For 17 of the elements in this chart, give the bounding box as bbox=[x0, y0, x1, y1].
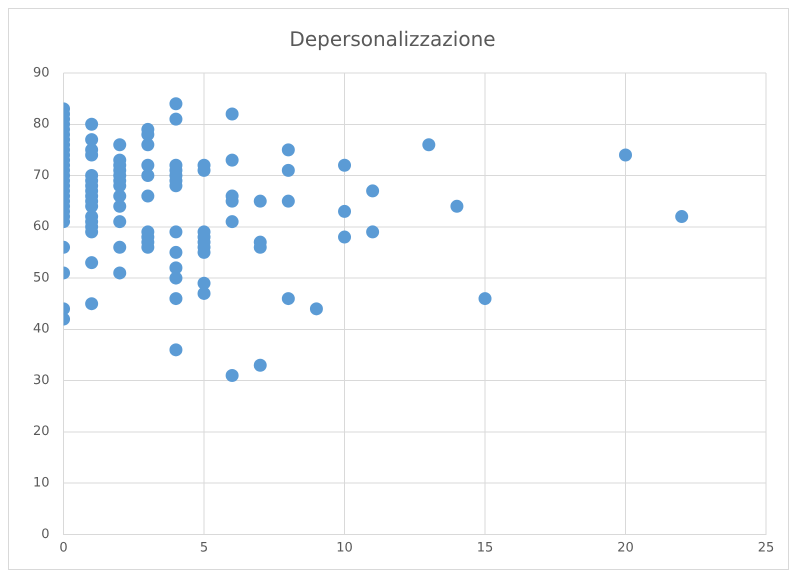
y-tick-label: 0 bbox=[41, 526, 50, 542]
x-tick-label: 25 bbox=[758, 540, 774, 556]
y-tick-label: 90 bbox=[32, 65, 50, 80]
y-tick-label: 30 bbox=[32, 372, 50, 388]
x-tick-label: 5 bbox=[200, 540, 208, 556]
x-tick-label: 15 bbox=[476, 540, 494, 556]
x-tick-label: 10 bbox=[336, 540, 353, 556]
y-tick-label: 50 bbox=[32, 270, 50, 286]
y-tick-label: 40 bbox=[32, 322, 50, 337]
y-tick-label: 20 bbox=[32, 424, 50, 440]
x-tick-label: 20 bbox=[617, 540, 634, 556]
y-tick-label: 80 bbox=[32, 116, 50, 132]
y-tick-label: 70 bbox=[32, 168, 50, 183]
y-tick-label: 60 bbox=[32, 219, 50, 234]
y-tick-label: 10 bbox=[32, 476, 50, 491]
x-tick-label: 0 bbox=[59, 540, 68, 556]
chart-title: Depersonalizzazione bbox=[289, 27, 496, 52]
